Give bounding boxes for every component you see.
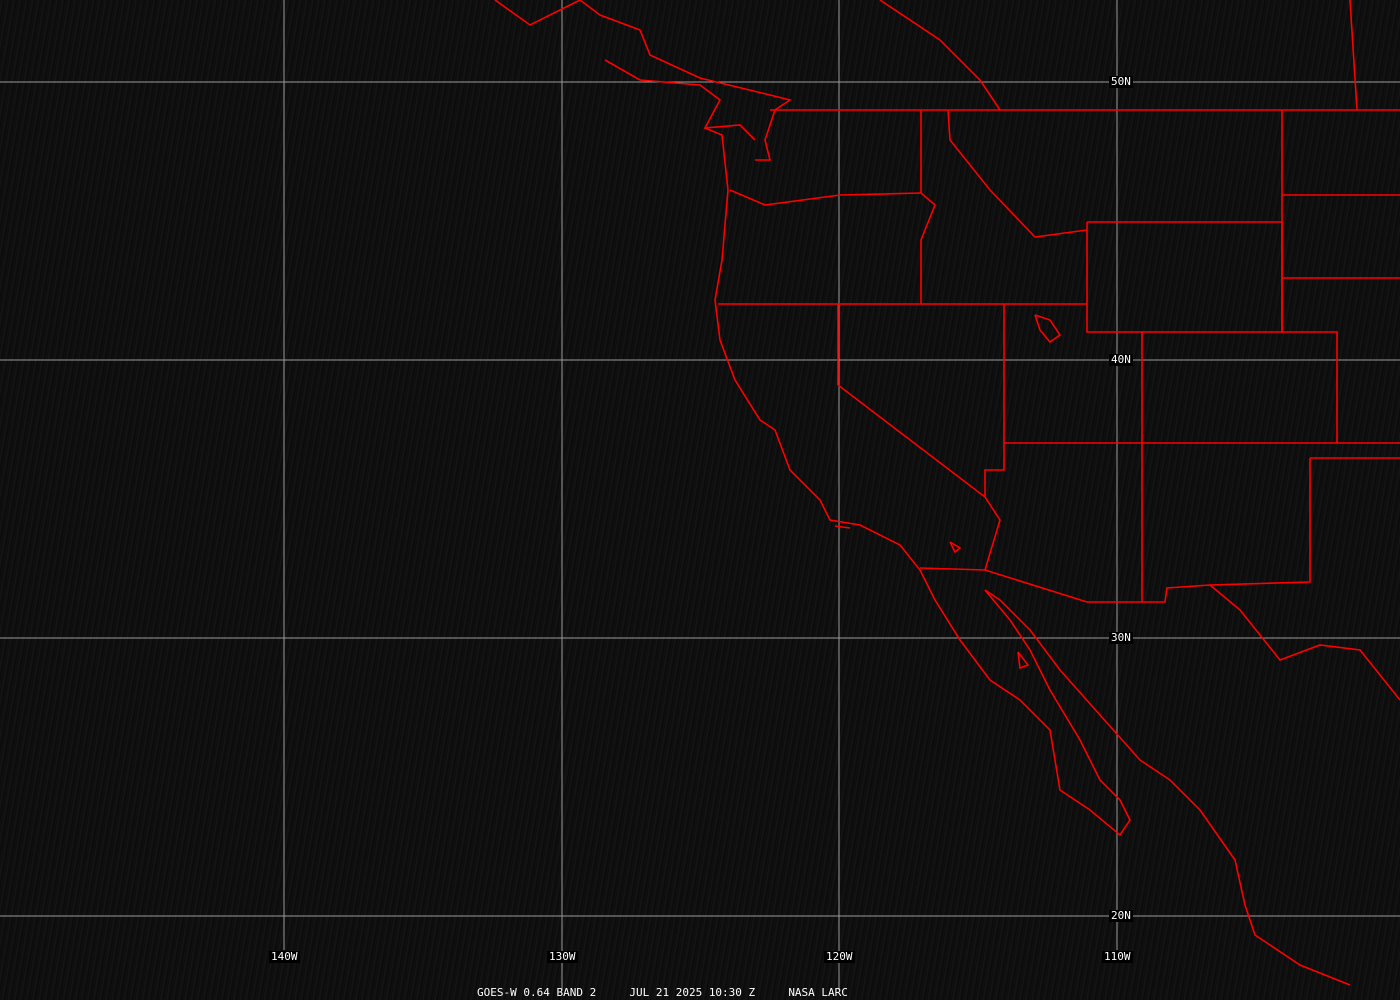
nv-east-border [984,304,1005,497]
lon-label-140w: 140W [269,950,300,963]
lat-label-50n: 50N [1109,75,1133,88]
wyoming-north [1087,221,1283,333]
great-salt-lake [1034,314,1062,344]
lon-label-120w: 120W [824,950,855,963]
canada-interior [879,0,1001,111]
salton-sea [949,541,962,554]
image-caption: GOES-W 0.64 BAND 2 JUL 21 2025 10:30 Z N… [477,986,848,999]
mt-nd-border [1281,110,1338,443]
caption-source: NASA LARC [788,986,848,999]
coastlines-and-borders [494,0,1400,986]
caption-satellite: GOES-W 0.64 BAND 2 [477,986,597,999]
mainland-mexico-coast [984,589,1351,986]
lon-label-130w: 130W [547,950,578,963]
lon-label-110w: 110W [1102,950,1133,963]
mexico-gulf-coast [1209,584,1400,701]
gulf-islands [1017,651,1030,670]
pacific-coastline [704,127,1131,837]
ca-nv-border [837,304,1001,571]
channel-islands [834,525,851,529]
wyoming-border [1086,222,1143,602]
lat-label-20n: 20N [1109,909,1133,922]
lat-label-30n: 30N [1109,631,1133,644]
vancouver-island [604,59,756,141]
id-mt-border [947,109,1088,238]
nm-east-border [919,458,1311,603]
wa-or-border [729,189,936,304]
lat-label-40n: 40N [1109,353,1133,366]
bc-coastline [494,0,792,161]
caption-datetime: JUL 21 2025 10:30 Z [629,986,756,999]
montana-east [1349,0,1358,111]
